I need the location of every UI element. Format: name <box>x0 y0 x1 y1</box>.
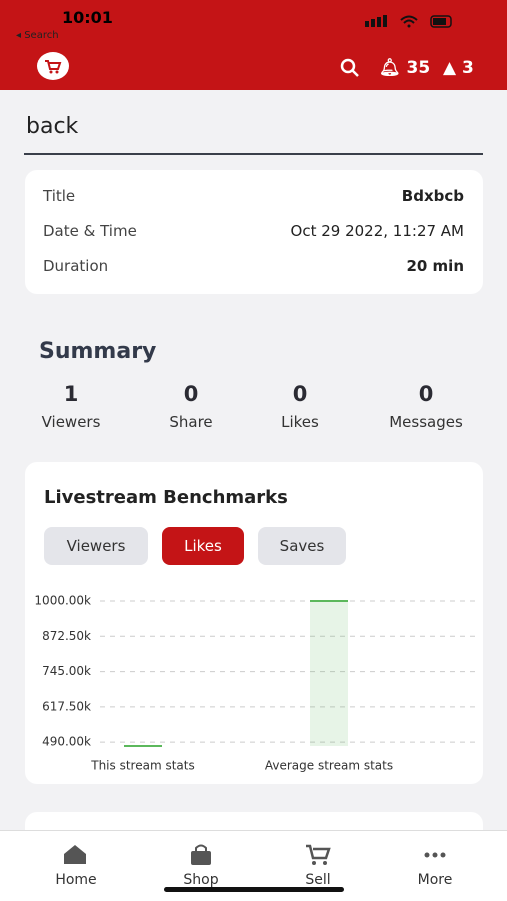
detail-value: Bdxbcb <box>401 187 464 205</box>
back-to-search[interactable]: ◂ Search <box>16 30 59 41</box>
nav-icons <box>64 844 446 865</box>
stat-label: Viewers <box>41 413 101 431</box>
search-icon[interactable] <box>340 58 360 78</box>
tab-active[interactable]: Likes <box>162 527 244 565</box>
y-tick-label: 617.50k <box>42 699 91 713</box>
logo[interactable] <box>36 51 70 81</box>
status-icons <box>365 15 452 28</box>
benchmarks-card <box>25 462 483 784</box>
bar <box>310 601 348 746</box>
summary-title: Summary <box>39 339 157 364</box>
nav-item[interactable]: Sell <box>305 872 331 888</box>
nav-item[interactable]: More <box>417 872 453 888</box>
y-tick-label: 490.00k <box>42 735 91 749</box>
app-header <box>0 0 507 90</box>
detail-label: Date & Time <box>43 222 137 240</box>
stat-label: Messages <box>389 413 463 431</box>
nav-item[interactable]: Home <box>55 872 97 888</box>
detail-value: Oct 29 2022, 11:27 AM <box>290 222 464 240</box>
y-tick-label: 872.50k <box>42 629 91 643</box>
y-tick-label: 745.00k <box>42 664 91 678</box>
x-tick-label: Average stream stats <box>265 759 393 773</box>
y-tick-label: 1000.00k <box>34 594 91 608</box>
status-time: 10:01 <box>62 8 113 27</box>
nav-item[interactable]: Shop <box>183 872 219 888</box>
title-underline <box>24 153 483 155</box>
detail-label: Title <box>43 187 76 205</box>
notifications[interactable]: 🔔︎ 35 <box>379 58 431 78</box>
cart[interactable]: ▲ 3 <box>443 58 474 78</box>
benchmarks-title: Livestream Benchmarks <box>44 487 288 508</box>
stat-label: Likes <box>281 413 319 431</box>
page-title: back <box>26 114 79 139</box>
stat-value: 0 <box>292 382 308 406</box>
back-label: Search <box>24 30 59 41</box>
detail-value: 20 min <box>406 257 464 275</box>
notification-count: 35 <box>406 58 431 78</box>
stat-value: 0 <box>183 382 199 406</box>
tab[interactable]: Saves <box>258 527 346 565</box>
details-card <box>25 170 483 294</box>
stat-value: 0 <box>418 382 434 406</box>
cart-count: 3 <box>462 58 474 78</box>
chart: 490.00k 617.50k 745.00k 872.50k 1000.00k This… <box>34 594 478 773</box>
tab[interactable]: Viewers <box>44 527 148 565</box>
detail-label: Duration <box>43 257 109 275</box>
home-indicator <box>164 887 344 892</box>
x-tick-label: This stream stats <box>90 759 194 773</box>
stat-label: Share <box>169 413 213 431</box>
stat-value: 1 <box>63 382 79 406</box>
